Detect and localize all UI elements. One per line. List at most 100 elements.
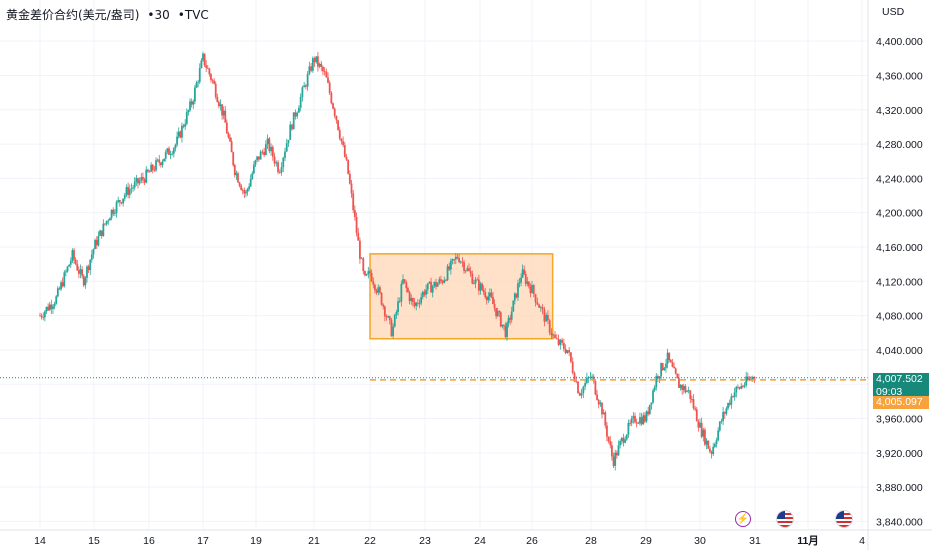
candle-body bbox=[271, 146, 274, 157]
time-tick-label: 16 bbox=[143, 535, 155, 547]
candle-body bbox=[99, 230, 101, 236]
candle-body bbox=[743, 385, 746, 387]
candle-body bbox=[464, 270, 467, 272]
candle-body bbox=[61, 282, 64, 287]
candle-body bbox=[686, 391, 688, 393]
candle-body bbox=[87, 266, 90, 271]
candle-body bbox=[653, 387, 656, 391]
candle-body bbox=[612, 456, 615, 466]
candle-body bbox=[400, 283, 403, 302]
candle-body bbox=[327, 77, 329, 83]
range-rectangle[interactable] bbox=[369, 253, 554, 340]
candle-body bbox=[194, 87, 196, 102]
candle-body bbox=[280, 167, 283, 173]
candle-body bbox=[727, 402, 729, 409]
candle-body bbox=[548, 320, 551, 333]
candle-body bbox=[545, 314, 548, 322]
candle-body bbox=[256, 156, 259, 161]
candle-body bbox=[227, 133, 230, 138]
price-tick-label: 4,160.000 bbox=[876, 242, 923, 254]
time-tick-label: 22 bbox=[364, 535, 376, 547]
candle-body bbox=[213, 80, 216, 84]
candle-body bbox=[179, 131, 182, 138]
candle-body bbox=[192, 101, 195, 105]
candle-body bbox=[479, 283, 482, 291]
candle-body bbox=[663, 367, 666, 370]
candle-body bbox=[679, 384, 682, 388]
candle-body bbox=[509, 317, 512, 320]
candle-body bbox=[594, 381, 597, 395]
candle-body bbox=[182, 125, 185, 127]
candle-body bbox=[547, 314, 549, 321]
candle-body bbox=[166, 148, 169, 153]
candle-body bbox=[552, 334, 555, 336]
candle-body bbox=[578, 393, 581, 396]
currency-label[interactable]: USD bbox=[882, 6, 905, 18]
candle-body bbox=[343, 145, 346, 157]
candle-body bbox=[440, 279, 442, 282]
candle-body bbox=[561, 339, 563, 343]
price-tick-label: 3,880.000 bbox=[876, 482, 923, 494]
candle-body bbox=[510, 311, 513, 320]
symbol-title[interactable]: 黄金差价合约(美元/盎司) bbox=[6, 8, 140, 22]
us-flag-icon[interactable] bbox=[835, 510, 853, 528]
price-tick-label: 3,920.000 bbox=[876, 448, 923, 460]
candle-body bbox=[388, 316, 391, 321]
candle-body bbox=[648, 404, 651, 415]
candle-body bbox=[385, 316, 388, 318]
candle-body bbox=[449, 260, 452, 270]
candle-body bbox=[637, 423, 640, 424]
candle-body bbox=[619, 441, 622, 446]
candle-body bbox=[534, 294, 537, 303]
candle-body bbox=[246, 189, 249, 192]
candle-body bbox=[737, 386, 739, 388]
candle-body bbox=[715, 440, 718, 445]
price-tick-label: 3,960.000 bbox=[876, 414, 923, 426]
candle-body bbox=[245, 191, 247, 194]
header-separator: • bbox=[147, 8, 155, 22]
candle-body bbox=[147, 169, 149, 172]
candle-body bbox=[435, 281, 437, 287]
header-separator: • bbox=[177, 8, 185, 22]
candle-body bbox=[304, 85, 307, 87]
candle-body bbox=[673, 366, 675, 369]
candle-body bbox=[702, 429, 705, 437]
candle-body bbox=[753, 376, 756, 379]
level-price-badge: 4,005.097 bbox=[873, 396, 929, 409]
candle-body bbox=[709, 448, 711, 452]
candle-body bbox=[707, 440, 710, 449]
us-flag-icon[interactable] bbox=[776, 510, 794, 528]
candle-body bbox=[524, 274, 527, 284]
candle-body bbox=[184, 123, 187, 127]
time-tick-label: 23 bbox=[419, 535, 431, 547]
candle-body bbox=[375, 290, 378, 293]
price-axis[interactable]: 3,840.000 3,880.000 3,920.000 3,960.000 4,00… bbox=[876, 36, 923, 528]
candle-body bbox=[172, 148, 175, 154]
candle-body bbox=[218, 101, 220, 107]
lightning-icon[interactable]: ⚡ bbox=[735, 511, 751, 527]
last-price-value: 4,007.502 bbox=[876, 373, 923, 385]
horizontal-level-line[interactable] bbox=[0, 377, 868, 381]
candle-body bbox=[249, 178, 252, 187]
candle-body bbox=[125, 187, 128, 195]
candle-body bbox=[252, 164, 255, 174]
candle-body bbox=[66, 266, 69, 272]
candle-body bbox=[746, 376, 749, 381]
candle-body bbox=[112, 209, 115, 214]
candle-body bbox=[529, 286, 532, 294]
candle-body bbox=[110, 209, 113, 219]
candle-body bbox=[362, 258, 365, 271]
candle-body bbox=[694, 408, 697, 410]
candle-body bbox=[340, 138, 343, 142]
candle-body bbox=[114, 212, 116, 214]
candle-body bbox=[722, 412, 724, 421]
interval-label[interactable]: 30 bbox=[154, 8, 170, 22]
candle-body bbox=[405, 282, 408, 289]
time-tick-label: 28 bbox=[585, 535, 597, 547]
candle-body bbox=[320, 63, 323, 68]
candle-body bbox=[573, 373, 576, 382]
candle-body bbox=[468, 268, 470, 271]
candle-body bbox=[47, 306, 49, 311]
